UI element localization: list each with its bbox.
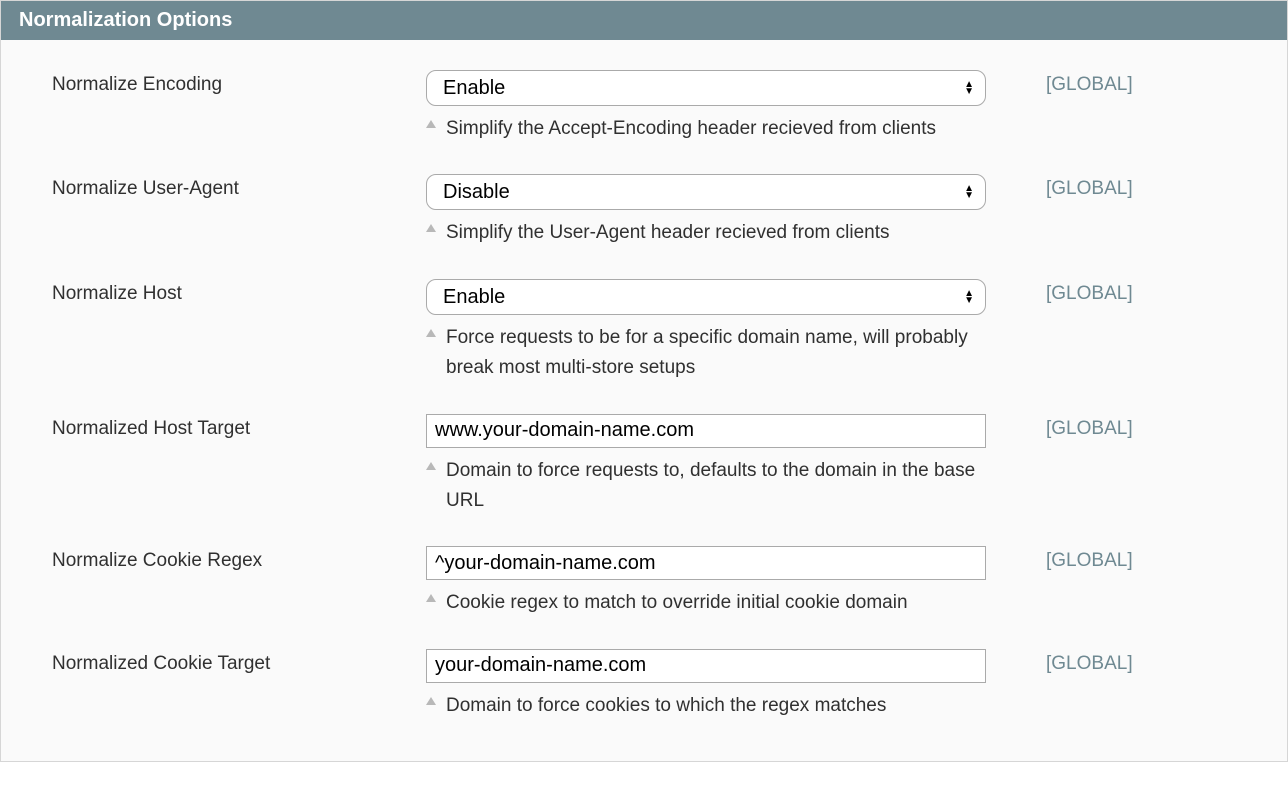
scope-label: [GLOBAL]	[1046, 418, 1133, 439]
label-normalize-user-agent: Normalize User-Agent	[36, 174, 426, 200]
help-normalized-host-target: Domain to force requests to, defaults to…	[446, 456, 986, 517]
row-normalize-host: Normalize Host Enable Disable ▲▼ Force r…	[36, 279, 1252, 384]
row-normalize-encoding: Normalize Encoding Enable Disable ▲▼ Sim…	[36, 70, 1252, 144]
triangle-up-icon	[426, 224, 436, 232]
scope-col: [GLOBAL]	[986, 414, 1252, 440]
help-row: Cookie regex to match to override initia…	[426, 588, 986, 618]
panel-body: Normalize Encoding Enable Disable ▲▼ Sim…	[1, 40, 1287, 761]
normalized-host-target-input[interactable]	[426, 414, 986, 448]
help-normalized-cookie-target: Domain to force cookies to which the reg…	[446, 691, 886, 721]
row-normalized-host-target: Normalized Host Target Domain to force r…	[36, 414, 1252, 517]
help-normalize-cookie-regex: Cookie regex to match to override initia…	[446, 588, 908, 618]
select-wrap: Enable Disable ▲▼	[426, 70, 986, 106]
scope-col: [GLOBAL]	[986, 546, 1252, 572]
help-row: Simplify the User-Agent header recieved …	[426, 218, 986, 248]
row-normalize-user-agent: Normalize User-Agent Enable Disable ▲▼ S…	[36, 174, 1252, 248]
label-normalized-host-target: Normalized Host Target	[36, 414, 426, 440]
row-normalized-cookie-target: Normalized Cookie Target Domain to force…	[36, 649, 1252, 721]
help-row: Force requests to be for a specific doma…	[426, 323, 986, 384]
control-col: Enable Disable ▲▼ Force requests to be f…	[426, 279, 986, 384]
label-normalize-encoding: Normalize Encoding	[36, 70, 426, 96]
control-col: Domain to force requests to, defaults to…	[426, 414, 986, 517]
triangle-up-icon	[426, 594, 436, 602]
triangle-up-icon	[426, 329, 436, 337]
help-row: Domain to force requests to, defaults to…	[426, 456, 986, 517]
control-col: Enable Disable ▲▼ Simplify the Accept-En…	[426, 70, 986, 144]
label-normalized-cookie-target: Normalized Cookie Target	[36, 649, 426, 675]
triangle-up-icon	[426, 120, 436, 128]
scope-label: [GLOBAL]	[1046, 550, 1133, 571]
row-normalize-cookie-regex: Normalize Cookie Regex Cookie regex to m…	[36, 546, 1252, 618]
scope-col: [GLOBAL]	[986, 70, 1252, 96]
help-normalize-encoding: Simplify the Accept-Encoding header reci…	[446, 114, 936, 144]
triangle-up-icon	[426, 462, 436, 470]
triangle-up-icon	[426, 697, 436, 705]
scope-col: [GLOBAL]	[986, 174, 1252, 200]
scope-label: [GLOBAL]	[1046, 653, 1133, 674]
select-wrap: Enable Disable ▲▼	[426, 174, 986, 210]
scope-label: [GLOBAL]	[1046, 283, 1133, 304]
normalize-encoding-select[interactable]: Enable Disable	[426, 70, 986, 106]
label-normalize-cookie-regex: Normalize Cookie Regex	[36, 546, 426, 572]
panel-header: Normalization Options	[1, 1, 1287, 40]
normalize-cookie-regex-input[interactable]	[426, 546, 986, 580]
settings-panel: Normalization Options Normalize Encoding…	[0, 0, 1288, 762]
help-row: Domain to force cookies to which the reg…	[426, 691, 986, 721]
control-col: Cookie regex to match to override initia…	[426, 546, 986, 618]
scope-col: [GLOBAL]	[986, 649, 1252, 675]
scope-label: [GLOBAL]	[1046, 178, 1133, 199]
select-wrap: Enable Disable ▲▼	[426, 279, 986, 315]
control-col: Domain to force cookies to which the reg…	[426, 649, 986, 721]
control-col: Enable Disable ▲▼ Simplify the User-Agen…	[426, 174, 986, 248]
label-normalize-host: Normalize Host	[36, 279, 426, 305]
normalize-user-agent-select[interactable]: Enable Disable	[426, 174, 986, 210]
panel-title: Normalization Options	[19, 9, 232, 31]
help-normalize-host: Force requests to be for a specific doma…	[446, 323, 986, 384]
help-normalize-user-agent: Simplify the User-Agent header recieved …	[446, 218, 890, 248]
help-row: Simplify the Accept-Encoding header reci…	[426, 114, 986, 144]
scope-label: [GLOBAL]	[1046, 74, 1133, 95]
normalized-cookie-target-input[interactable]	[426, 649, 986, 683]
scope-col: [GLOBAL]	[986, 279, 1252, 305]
normalize-host-select[interactable]: Enable Disable	[426, 279, 986, 315]
